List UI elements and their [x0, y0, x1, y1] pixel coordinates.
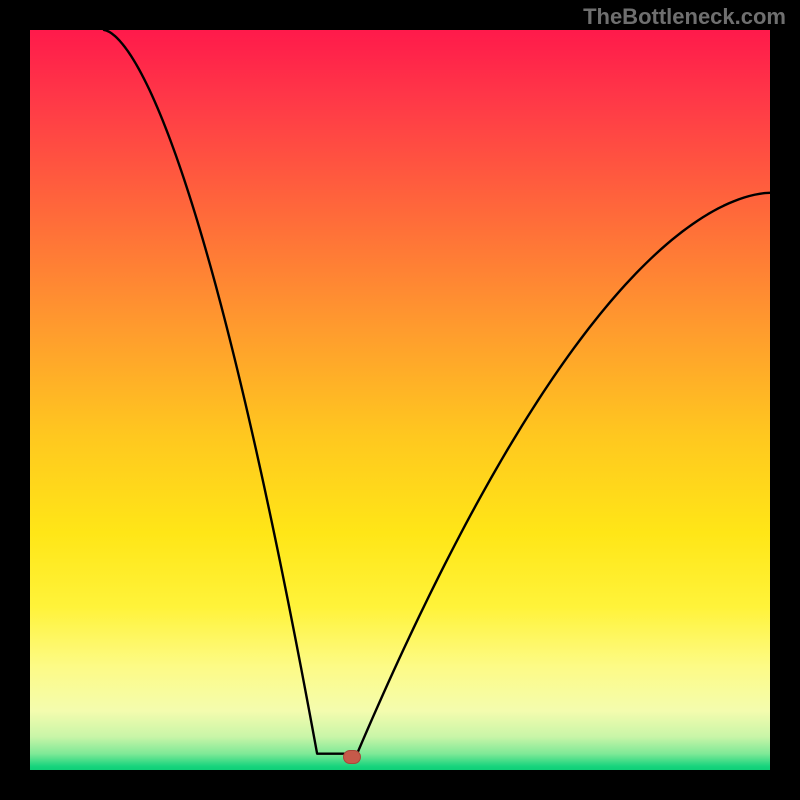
bottleneck-curve — [30, 30, 770, 770]
optimal-point-marker — [343, 750, 361, 764]
watermark-text: TheBottleneck.com — [583, 4, 786, 30]
plot-area — [30, 30, 770, 770]
chart-frame: TheBottleneck.com — [0, 0, 800, 800]
